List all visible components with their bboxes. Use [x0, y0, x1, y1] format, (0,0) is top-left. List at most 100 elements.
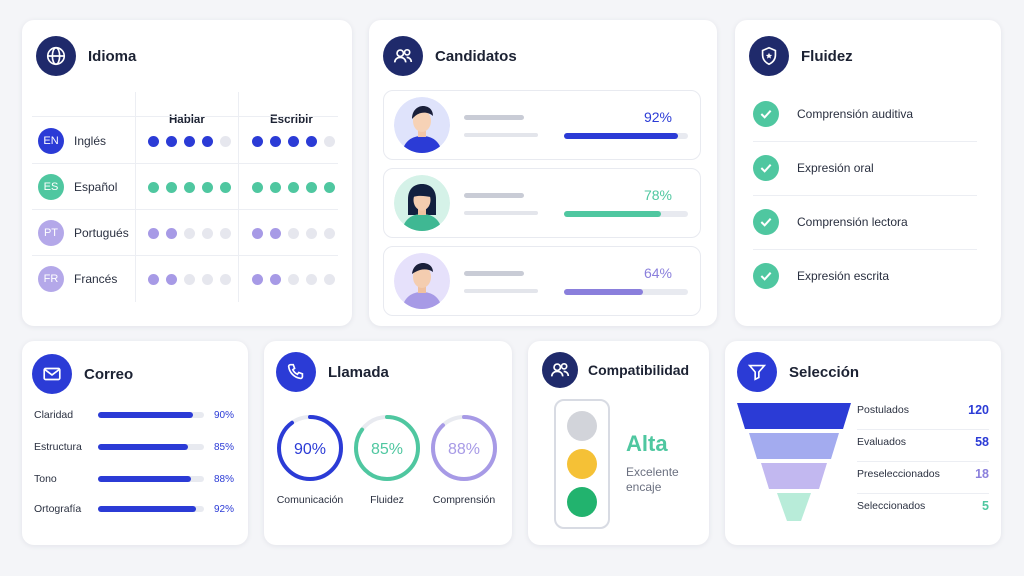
- compatibilidad-header: Compatibilidad: [542, 352, 689, 388]
- idioma-title: Idioma: [88, 47, 137, 65]
- selection-stage: Evaluados 58: [857, 435, 989, 449]
- candidate-card[interactable]: 92%: [383, 90, 701, 160]
- level-dot: [202, 227, 213, 239]
- fluency-item: Expresión oral: [753, 141, 977, 195]
- fluency-label: Expresión oral: [797, 161, 874, 175]
- call-metric-percent: 85%: [371, 441, 403, 458]
- fluency-label: Comprensión lectora: [797, 215, 908, 229]
- funnel-stage-seleccionados: [777, 493, 811, 521]
- level-dot: [220, 227, 231, 239]
- selection-stage: Postulados 120: [857, 403, 989, 417]
- level-dot: [184, 273, 195, 285]
- level-dot: [184, 181, 195, 193]
- selection-stage-value: 18: [975, 467, 989, 481]
- phone-icon: [276, 352, 316, 392]
- language-name: Portugués: [74, 226, 129, 240]
- language-row: EN Inglés: [38, 118, 335, 164]
- language-name: Español: [74, 180, 118, 194]
- level-dot: [306, 135, 317, 147]
- level-dot: [288, 181, 299, 193]
- level-dot: [148, 181, 159, 193]
- divider: [857, 461, 989, 462]
- llamada-title: Llamada: [328, 363, 389, 381]
- fluency-label: Comprensión auditiva: [797, 107, 914, 121]
- grid-divider: [32, 255, 338, 256]
- fluency-label: Expresión escrita: [797, 269, 890, 283]
- level-dot: [166, 273, 177, 285]
- level-dot: [288, 227, 299, 239]
- level-dot: [202, 181, 213, 193]
- selection-stage-label: Postulados: [857, 404, 909, 416]
- mail-metric-fill: [98, 412, 194, 418]
- speaking-level: [148, 135, 231, 147]
- mail-metric-label: Claridad: [34, 409, 74, 421]
- candidate-card[interactable]: 64%: [383, 246, 701, 316]
- selection-stage: Seleccionados 5: [857, 499, 989, 513]
- check-icon: [753, 101, 779, 127]
- fluency-item: Expresión escrita: [753, 249, 977, 303]
- divider: [857, 493, 989, 494]
- divider: [753, 141, 977, 142]
- speaking-level: [148, 181, 231, 193]
- compatibility-description: Excelente encaje: [626, 465, 679, 494]
- traffic-light-green: [567, 487, 597, 517]
- level-dot: [202, 135, 213, 147]
- language-row: PT Portugués: [38, 210, 335, 256]
- placeholder-line: [464, 271, 524, 276]
- globe-icon: [36, 36, 76, 76]
- selection-stage-label: Evaluados: [857, 436, 907, 448]
- language-code-badge: PT: [38, 220, 64, 246]
- candidate-avatar: [394, 97, 450, 153]
- funnel-chart: [737, 403, 851, 521]
- placeholder-line: [464, 289, 538, 293]
- mail-metric-percent: 90%: [214, 409, 235, 421]
- col-escribir: Escribir: [270, 114, 313, 126]
- candidate-progress-fill: [564, 211, 661, 217]
- mail-metric-label: Tono: [34, 473, 57, 485]
- candidatos-card: Candidatos 92% 78% 64%: [369, 20, 717, 326]
- level-dot: [220, 273, 231, 285]
- correo-title: Correo: [84, 365, 134, 383]
- selection-stage-value: 120: [968, 403, 989, 417]
- filter-icon: [737, 352, 777, 392]
- level-dot: [306, 181, 317, 193]
- call-metric-ring: 88%: [431, 415, 497, 481]
- placeholder-line: [464, 193, 524, 198]
- placeholder-line: [464, 115, 524, 120]
- speaking-level: [148, 227, 231, 239]
- compatibility-level: Alta: [626, 431, 668, 456]
- writing-level: [252, 227, 335, 239]
- level-dot: [288, 273, 299, 285]
- call-metric: 88% Comprensión: [424, 413, 504, 506]
- grid-divider: [32, 209, 338, 210]
- mail-metric-bar: [98, 412, 204, 418]
- placeholder-line: [464, 211, 538, 215]
- writing-level: [252, 135, 335, 147]
- level-dot: [148, 273, 159, 285]
- grid-divider: [32, 163, 338, 164]
- candidate-avatar: [394, 175, 450, 231]
- mail-metric-label: Ortografía: [34, 503, 82, 515]
- level-dot: [270, 273, 281, 285]
- candidate-card[interactable]: 78%: [383, 168, 701, 238]
- candidate-percent: 92%: [643, 109, 672, 125]
- language-code-badge: FR: [38, 266, 64, 292]
- mail-metric-percent: 92%: [214, 503, 235, 515]
- level-dot: [252, 273, 263, 285]
- level-dot: [306, 273, 317, 285]
- fluency-item: Comprensión lectora: [753, 195, 977, 249]
- level-dot: [148, 227, 159, 239]
- compatibilidad-card: Compatibilidad Alta Excelente encaje: [528, 341, 709, 545]
- traffic-light-red: [567, 411, 597, 441]
- level-dot: [184, 227, 195, 239]
- level-dot: [166, 227, 177, 239]
- level-dot: [184, 135, 195, 147]
- llamada-card: Llamada 90% Comunicación 85% Fluidez 88%…: [264, 341, 512, 545]
- call-metric-ring: 85%: [354, 415, 420, 481]
- divider: [857, 429, 989, 430]
- seleccion-card: Selección Postulados 120 Evaluados 58 Pr…: [725, 341, 1001, 545]
- candidate-progress-fill: [564, 133, 679, 139]
- idioma-header: Idioma: [36, 36, 136, 76]
- level-dot: [270, 135, 281, 147]
- mail-metric-percent: 85%: [214, 441, 235, 453]
